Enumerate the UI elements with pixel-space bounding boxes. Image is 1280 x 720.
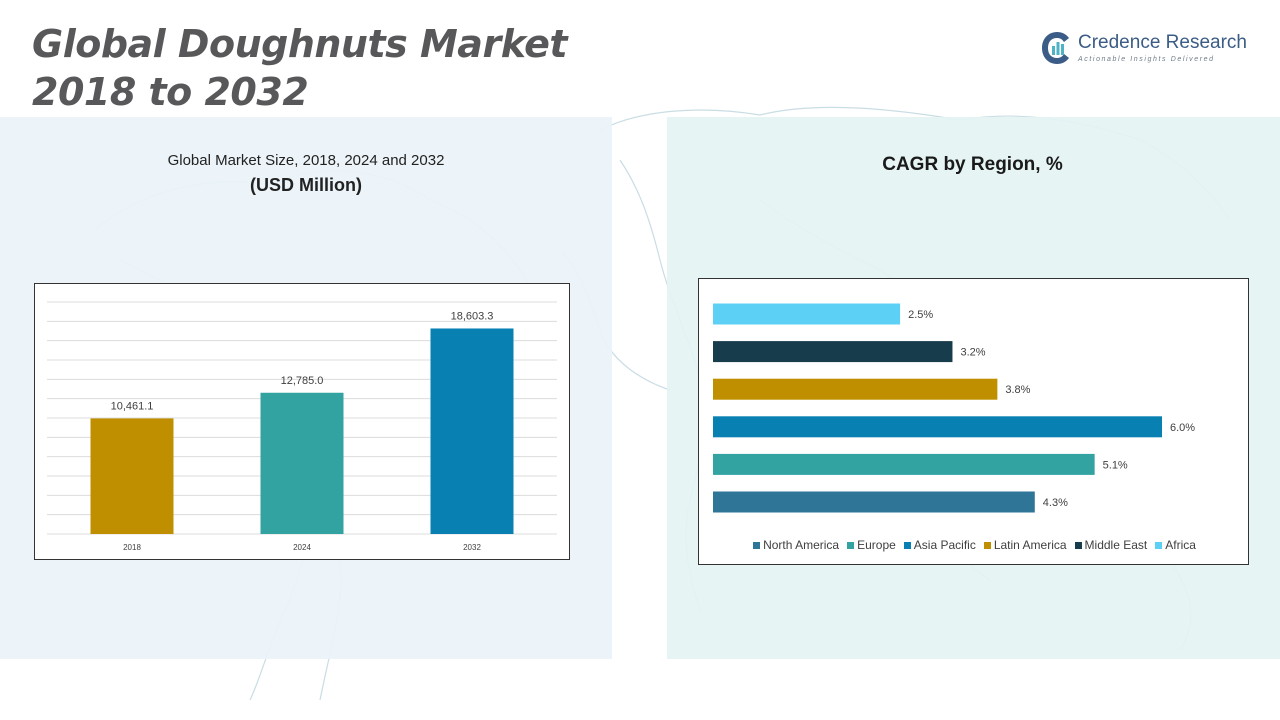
bar-africa — [713, 303, 901, 325]
data-label: 4.3% — [1043, 497, 1068, 509]
x-tick-label: 2024 — [293, 543, 311, 552]
bar-north-america — [713, 491, 1035, 513]
legend-label: Europe — [857, 538, 896, 552]
credence-research-logo: Credence Research Actionable Insights De… — [1040, 30, 1255, 70]
legend-swatch — [847, 541, 855, 549]
data-label: 6.0% — [1170, 422, 1195, 434]
bar-2032 — [430, 328, 514, 534]
cagr-chart-svg: 2.5% 3.2% 3.8% 6.0% 5.1% 4.3% — [713, 303, 1195, 513]
legend-item: Africa — [1155, 538, 1196, 552]
legend-label: Africa — [1165, 538, 1196, 552]
bar-2018 — [90, 418, 174, 534]
logo-name: Credence Research — [1078, 32, 1247, 53]
legend-label: Latin America — [993, 538, 1067, 552]
market-size-title: Global Market Size, 2018, 2024 and 2032 — [167, 152, 445, 169]
bar-2024 — [260, 392, 344, 534]
logo-tagline: Actionable Insights Delivered — [1078, 56, 1215, 63]
legend-item: Europe — [847, 538, 896, 552]
bar-latin-america — [713, 378, 998, 400]
market-size-chart-svg: 10,461.1 2018 12,785.0 2024 18,603.3 2032 — [47, 301, 557, 552]
legend-label: North America — [763, 538, 840, 552]
cagr-chart-title: CAGR by Region, % — [882, 154, 1063, 175]
cagr-chart: 2.5% 3.2% 3.8% 6.0% 5.1% 4.3% North America Eu… — [698, 278, 1249, 565]
data-label: 5.1% — [1103, 459, 1128, 471]
data-label: 10,461.1 — [111, 400, 154, 412]
data-label: 12,785.0 — [281, 375, 324, 387]
legend-swatch — [903, 541, 911, 549]
bar-europe — [713, 453, 1095, 475]
data-label: 18,603.3 — [451, 310, 494, 322]
cagr-legend: North America Europe Asia Pacific Latin Ame… — [699, 538, 1250, 552]
page-title: Global Doughnuts Market 2018 to 2032 — [32, 20, 568, 116]
legend-item: Asia Pacific — [903, 538, 976, 552]
page-title-line2: 2018 to 2032 — [32, 70, 309, 114]
credence-logo-icon — [1042, 32, 1069, 64]
legend-item: Middle East — [1074, 538, 1148, 552]
legend-label: Middle East — [1084, 538, 1148, 552]
x-tick-label: 2032 — [463, 543, 481, 552]
page-title-line1: Global Doughnuts Market — [32, 22, 568, 66]
data-label: 2.5% — [908, 309, 933, 321]
data-label: 3.8% — [1005, 384, 1030, 396]
legend-item: Latin America — [983, 538, 1067, 552]
x-tick-label: 2018 — [123, 543, 141, 552]
bar-asia-pacific — [713, 416, 1162, 438]
market-size-chart-title: Global Market Size, 2018, 2024 and 2032 … — [100, 152, 512, 196]
legend-swatch — [753, 541, 761, 549]
legend-swatch — [1155, 541, 1163, 549]
legend-label: Asia Pacific — [913, 538, 976, 552]
market-size-unit: (USD Million) — [250, 175, 362, 195]
bar-middle-east — [713, 341, 953, 363]
legend-swatch — [1074, 541, 1082, 549]
market-size-chart: 10,461.1 2018 12,785.0 2024 18,603.3 2032 — [34, 283, 570, 560]
legend-swatch — [983, 541, 991, 549]
legend-item: North America — [753, 538, 839, 552]
data-label: 3.2% — [960, 347, 985, 359]
